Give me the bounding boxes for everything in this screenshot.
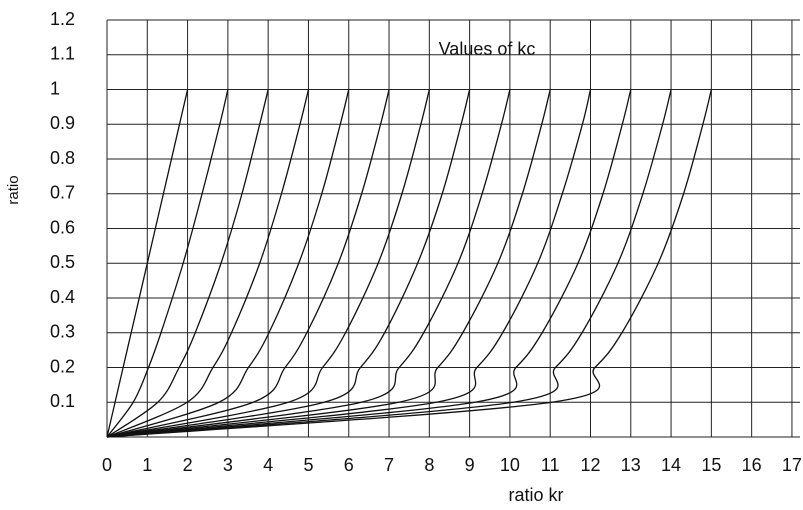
y-axis-label: ratio [5,175,22,204]
x-tick-label: 8 [424,455,434,475]
y-tick-label: 1 [50,78,60,98]
y-tick-label: 0.4 [50,287,75,307]
x-tick-label: 14 [661,455,681,475]
x-tick-label: 4 [263,455,273,475]
y-tick-label: 0.5 [50,252,75,272]
x-tick-label: 13 [621,455,641,475]
x-tick-label: 17 [782,455,802,475]
x-tick-label: 0 [102,455,112,475]
y-tick-label: 1.1 [50,44,75,64]
x-tick-label: 9 [465,455,475,475]
x-tick-label: 15 [701,455,721,475]
y-tick-label: 0.8 [50,148,75,168]
x-axis-label: ratio kr [508,485,563,505]
y-tick-label: 0.3 [50,322,75,342]
chart: Values of kc ratio kr ratio 0.1 0.2 0.3 0.4… [0,0,803,510]
x-tick-label: 5 [303,455,313,475]
x-tick-label: 6 [344,455,354,475]
y-tick-label: 0.6 [50,217,75,237]
x-tick-label: 11 [541,455,560,475]
y-tick-label: 0.2 [50,356,75,376]
x-tick-label: 3 [223,455,233,475]
x-tick-label: 2 [183,455,193,475]
y-tick-label: 0.1 [50,391,75,411]
x-tick-label: 10 [500,455,520,475]
x-tick-label: 12 [580,455,600,475]
y-tick-label: 0.9 [50,113,75,133]
chart-title: Values of kc [439,39,536,59]
x-tick-label: 1 [142,455,152,475]
x-tick-label: 7 [384,455,394,475]
y-tick-label: 1.2 [50,9,75,29]
y-tick-label: 0.7 [50,183,75,203]
x-tick-label: 16 [742,455,762,475]
